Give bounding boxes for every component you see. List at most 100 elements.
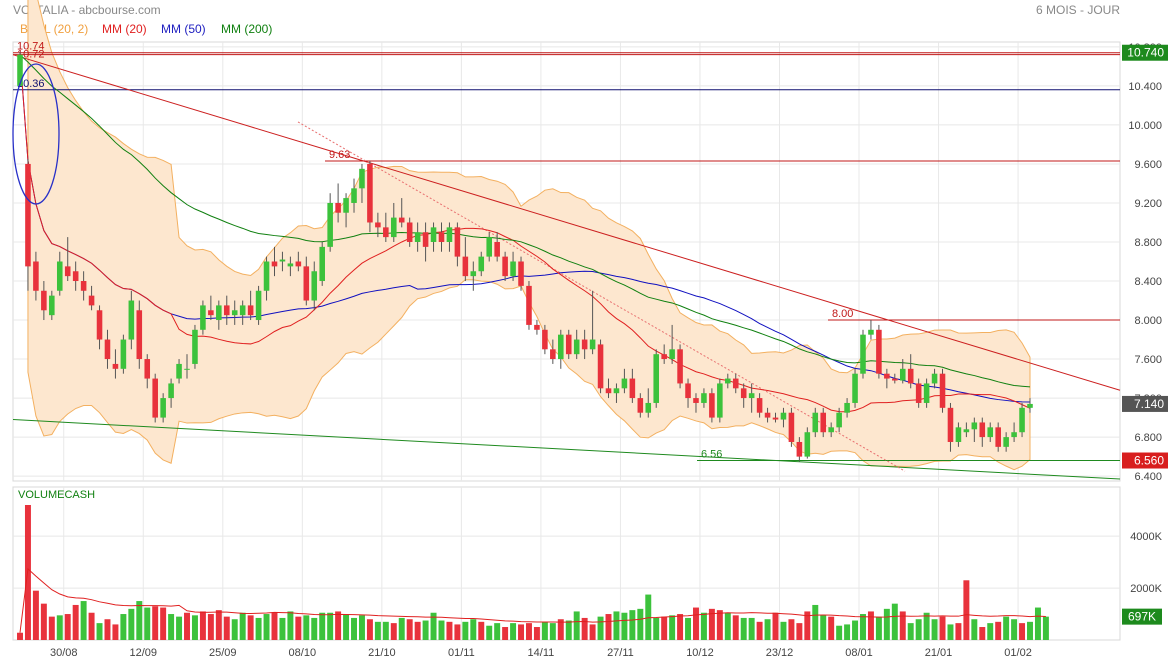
candle-body	[502, 256, 508, 277]
volume-bar	[64, 614, 71, 640]
date-tick-label: 08/10	[289, 647, 317, 659]
volume-bar	[852, 620, 859, 640]
volume-tag	[1122, 608, 1162, 625]
volume-bar	[605, 614, 612, 640]
volume-bar	[979, 627, 986, 640]
volume-bar	[716, 610, 723, 640]
volume-bar	[287, 611, 294, 640]
volume-bar	[931, 619, 938, 640]
volume-bar	[700, 612, 707, 640]
candle-body	[303, 266, 310, 301]
candle-body	[653, 354, 660, 403]
volume-bar	[955, 623, 962, 640]
candle-body	[343, 198, 349, 213]
candle-body	[279, 259, 286, 262]
candle-body	[438, 232, 445, 242]
volume-bar	[215, 610, 222, 640]
volume-bar	[740, 617, 747, 640]
volume-bar	[502, 627, 509, 640]
volume-bar	[637, 608, 644, 640]
volume-bar	[963, 580, 970, 640]
candle-body	[223, 305, 230, 316]
volume-bar	[1034, 607, 1041, 640]
date-tick-label: 23/12	[766, 647, 794, 659]
candle-body	[820, 412, 827, 433]
candle-body	[446, 227, 453, 242]
date-tick-label: 21/01	[925, 647, 953, 659]
date-tick-label: 01/11	[448, 647, 475, 659]
candle-body	[573, 339, 580, 355]
volume-bar	[525, 623, 532, 640]
volume-bar	[390, 623, 397, 640]
volume-bar	[207, 614, 214, 640]
volume-bar	[247, 615, 254, 640]
candle-body	[995, 427, 1001, 447]
price-tick-label: 10.400	[1128, 81, 1162, 93]
volume-bar	[565, 620, 572, 640]
candle-body	[550, 349, 556, 360]
trend-line-resistance	[12, 54, 1121, 391]
candle-body	[732, 378, 739, 389]
candle-body	[383, 227, 389, 238]
candle-body	[120, 339, 127, 369]
volume-bar	[406, 619, 413, 640]
candle-body	[208, 310, 214, 316]
candle-body	[923, 383, 930, 403]
volume-bar	[812, 604, 819, 640]
volume-bar	[279, 617, 286, 640]
volume-bar	[335, 611, 342, 640]
volume-bar	[382, 621, 389, 640]
candle-body	[1019, 407, 1025, 433]
volume-bar	[780, 621, 787, 640]
volume-bar	[1019, 623, 1026, 640]
candle-body	[589, 339, 596, 350]
candle-body	[796, 441, 803, 457]
volume-bar	[533, 627, 540, 640]
volume-bar	[120, 614, 127, 640]
volume-tick-label: 2000K	[1130, 583, 1162, 595]
volume-bar	[867, 611, 874, 640]
volume-bar	[311, 617, 318, 640]
candle-body	[422, 232, 429, 247]
volume-bar	[518, 624, 525, 640]
price-tick-label: 10.000	[1128, 120, 1162, 132]
candle-body	[558, 334, 564, 360]
candle-body	[454, 227, 461, 257]
volume-bar	[454, 624, 461, 640]
price-tag-label: 7.140	[1134, 397, 1164, 411]
candle-body	[25, 163, 31, 267]
candle-body	[947, 407, 954, 442]
candle-body	[637, 398, 644, 413]
candle-body	[351, 188, 357, 203]
candle-body	[621, 378, 628, 389]
candle-body	[327, 202, 333, 247]
volume-bar	[923, 612, 930, 640]
price-tick-label: 9.200	[1134, 198, 1162, 210]
candle-body	[629, 378, 636, 399]
candle-body	[72, 271, 79, 282]
candle-body	[255, 290, 262, 321]
candle-body	[756, 398, 763, 413]
volume-bar	[621, 612, 628, 640]
volume-bar	[907, 623, 914, 640]
volume-tag-label: 697K	[1128, 610, 1156, 624]
volume-bar	[414, 621, 421, 640]
candle-body	[176, 363, 182, 379]
candle-body	[247, 305, 254, 316]
volume-bar	[72, 604, 79, 640]
price-tick-label: 7.600	[1134, 354, 1162, 366]
volume-bar	[470, 619, 477, 640]
candle-body	[534, 324, 540, 330]
legend-mm200: MM (200)	[221, 22, 273, 36]
date-tick-label: 21/10	[368, 647, 396, 659]
volume-bar	[96, 623, 103, 640]
volume-bar	[573, 611, 580, 640]
volume-bar	[820, 615, 827, 640]
candle-body	[701, 393, 707, 403]
candle-body	[987, 427, 994, 438]
candle-body	[64, 266, 71, 277]
volume-bar	[597, 616, 604, 640]
volume-bar	[295, 616, 302, 640]
volume-bar	[263, 614, 270, 640]
